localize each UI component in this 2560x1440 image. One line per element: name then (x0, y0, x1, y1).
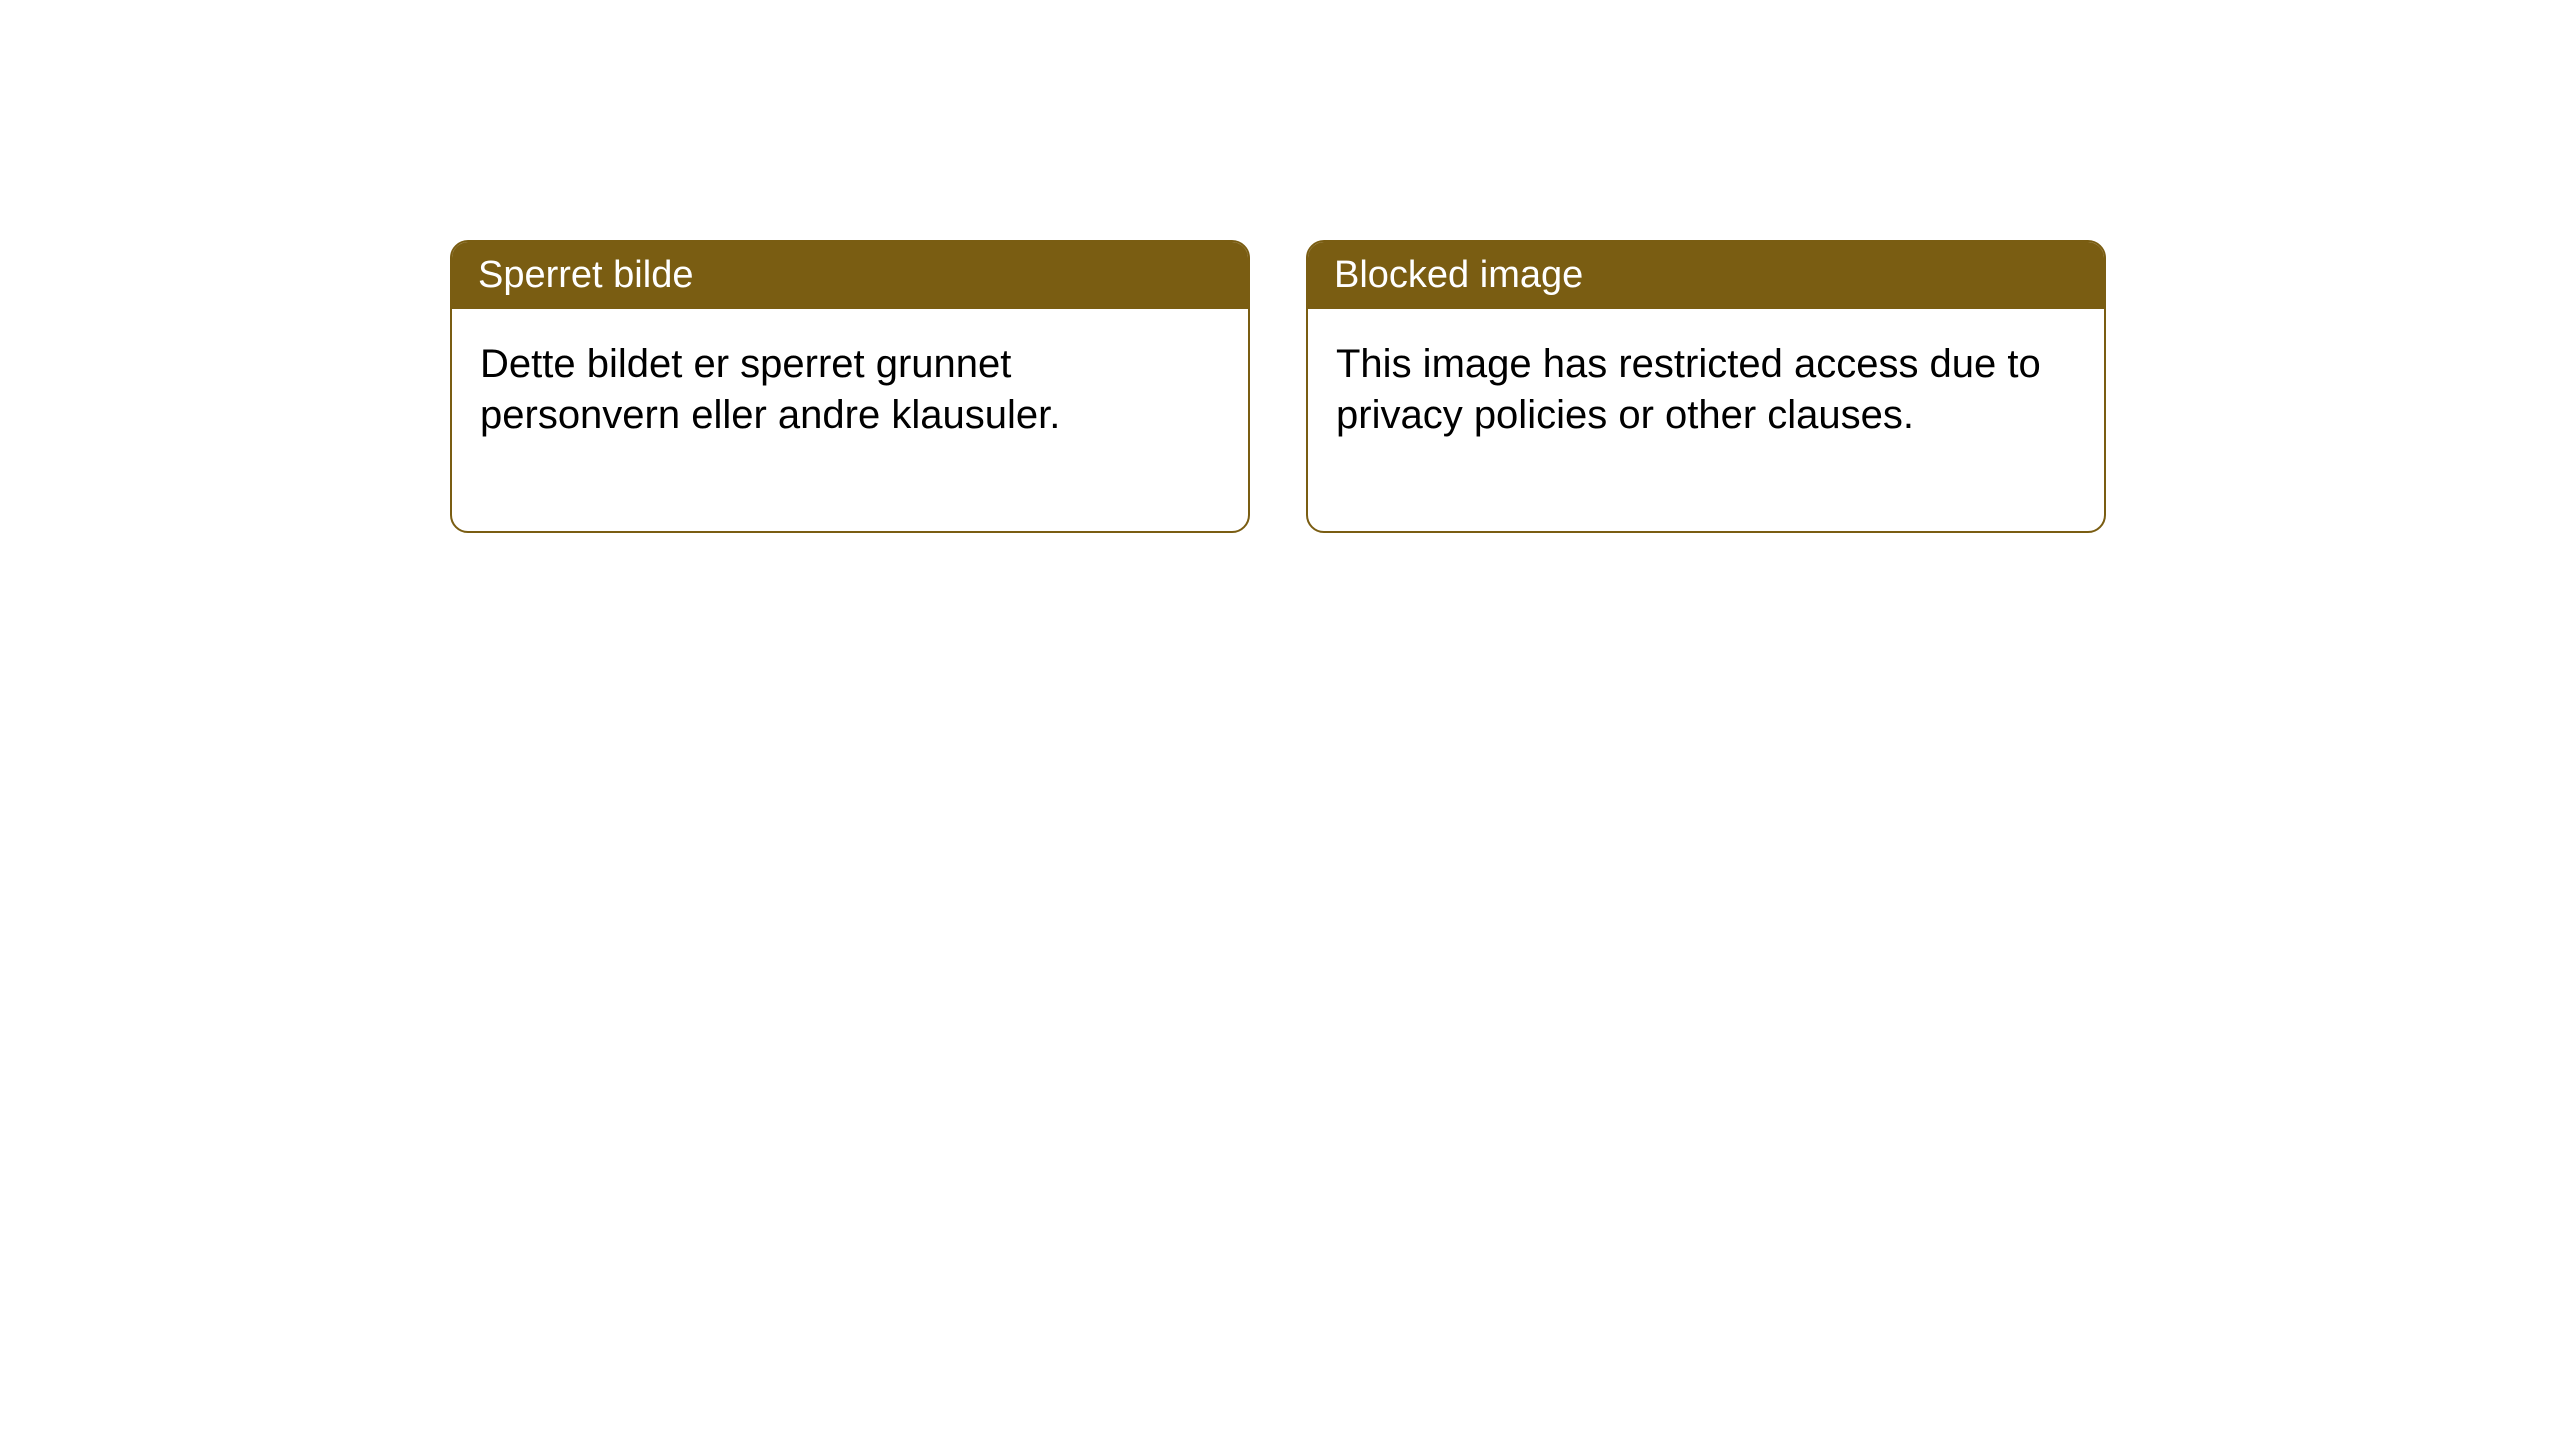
card-title: Sperret bilde (478, 254, 693, 296)
card-body-text: Dette bildet er sperret grunnet personve… (480, 342, 1060, 437)
card-title: Blocked image (1334, 254, 1583, 296)
card-body-text: This image has restricted access due to … (1336, 342, 2041, 437)
notice-card-english: Blocked image This image has restricted … (1306, 240, 2106, 533)
notice-cards-container: Sperret bilde Dette bildet er sperret gr… (0, 0, 2560, 533)
card-body: Dette bildet er sperret grunnet personve… (452, 309, 1248, 531)
card-header: Blocked image (1308, 242, 2104, 309)
card-header: Sperret bilde (452, 242, 1248, 309)
card-body: This image has restricted access due to … (1308, 309, 2104, 531)
notice-card-norwegian: Sperret bilde Dette bildet er sperret gr… (450, 240, 1250, 533)
